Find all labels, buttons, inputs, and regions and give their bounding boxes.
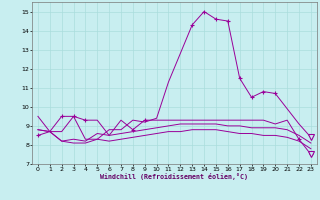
X-axis label: Windchill (Refroidissement éolien,°C): Windchill (Refroidissement éolien,°C) — [100, 173, 248, 180]
